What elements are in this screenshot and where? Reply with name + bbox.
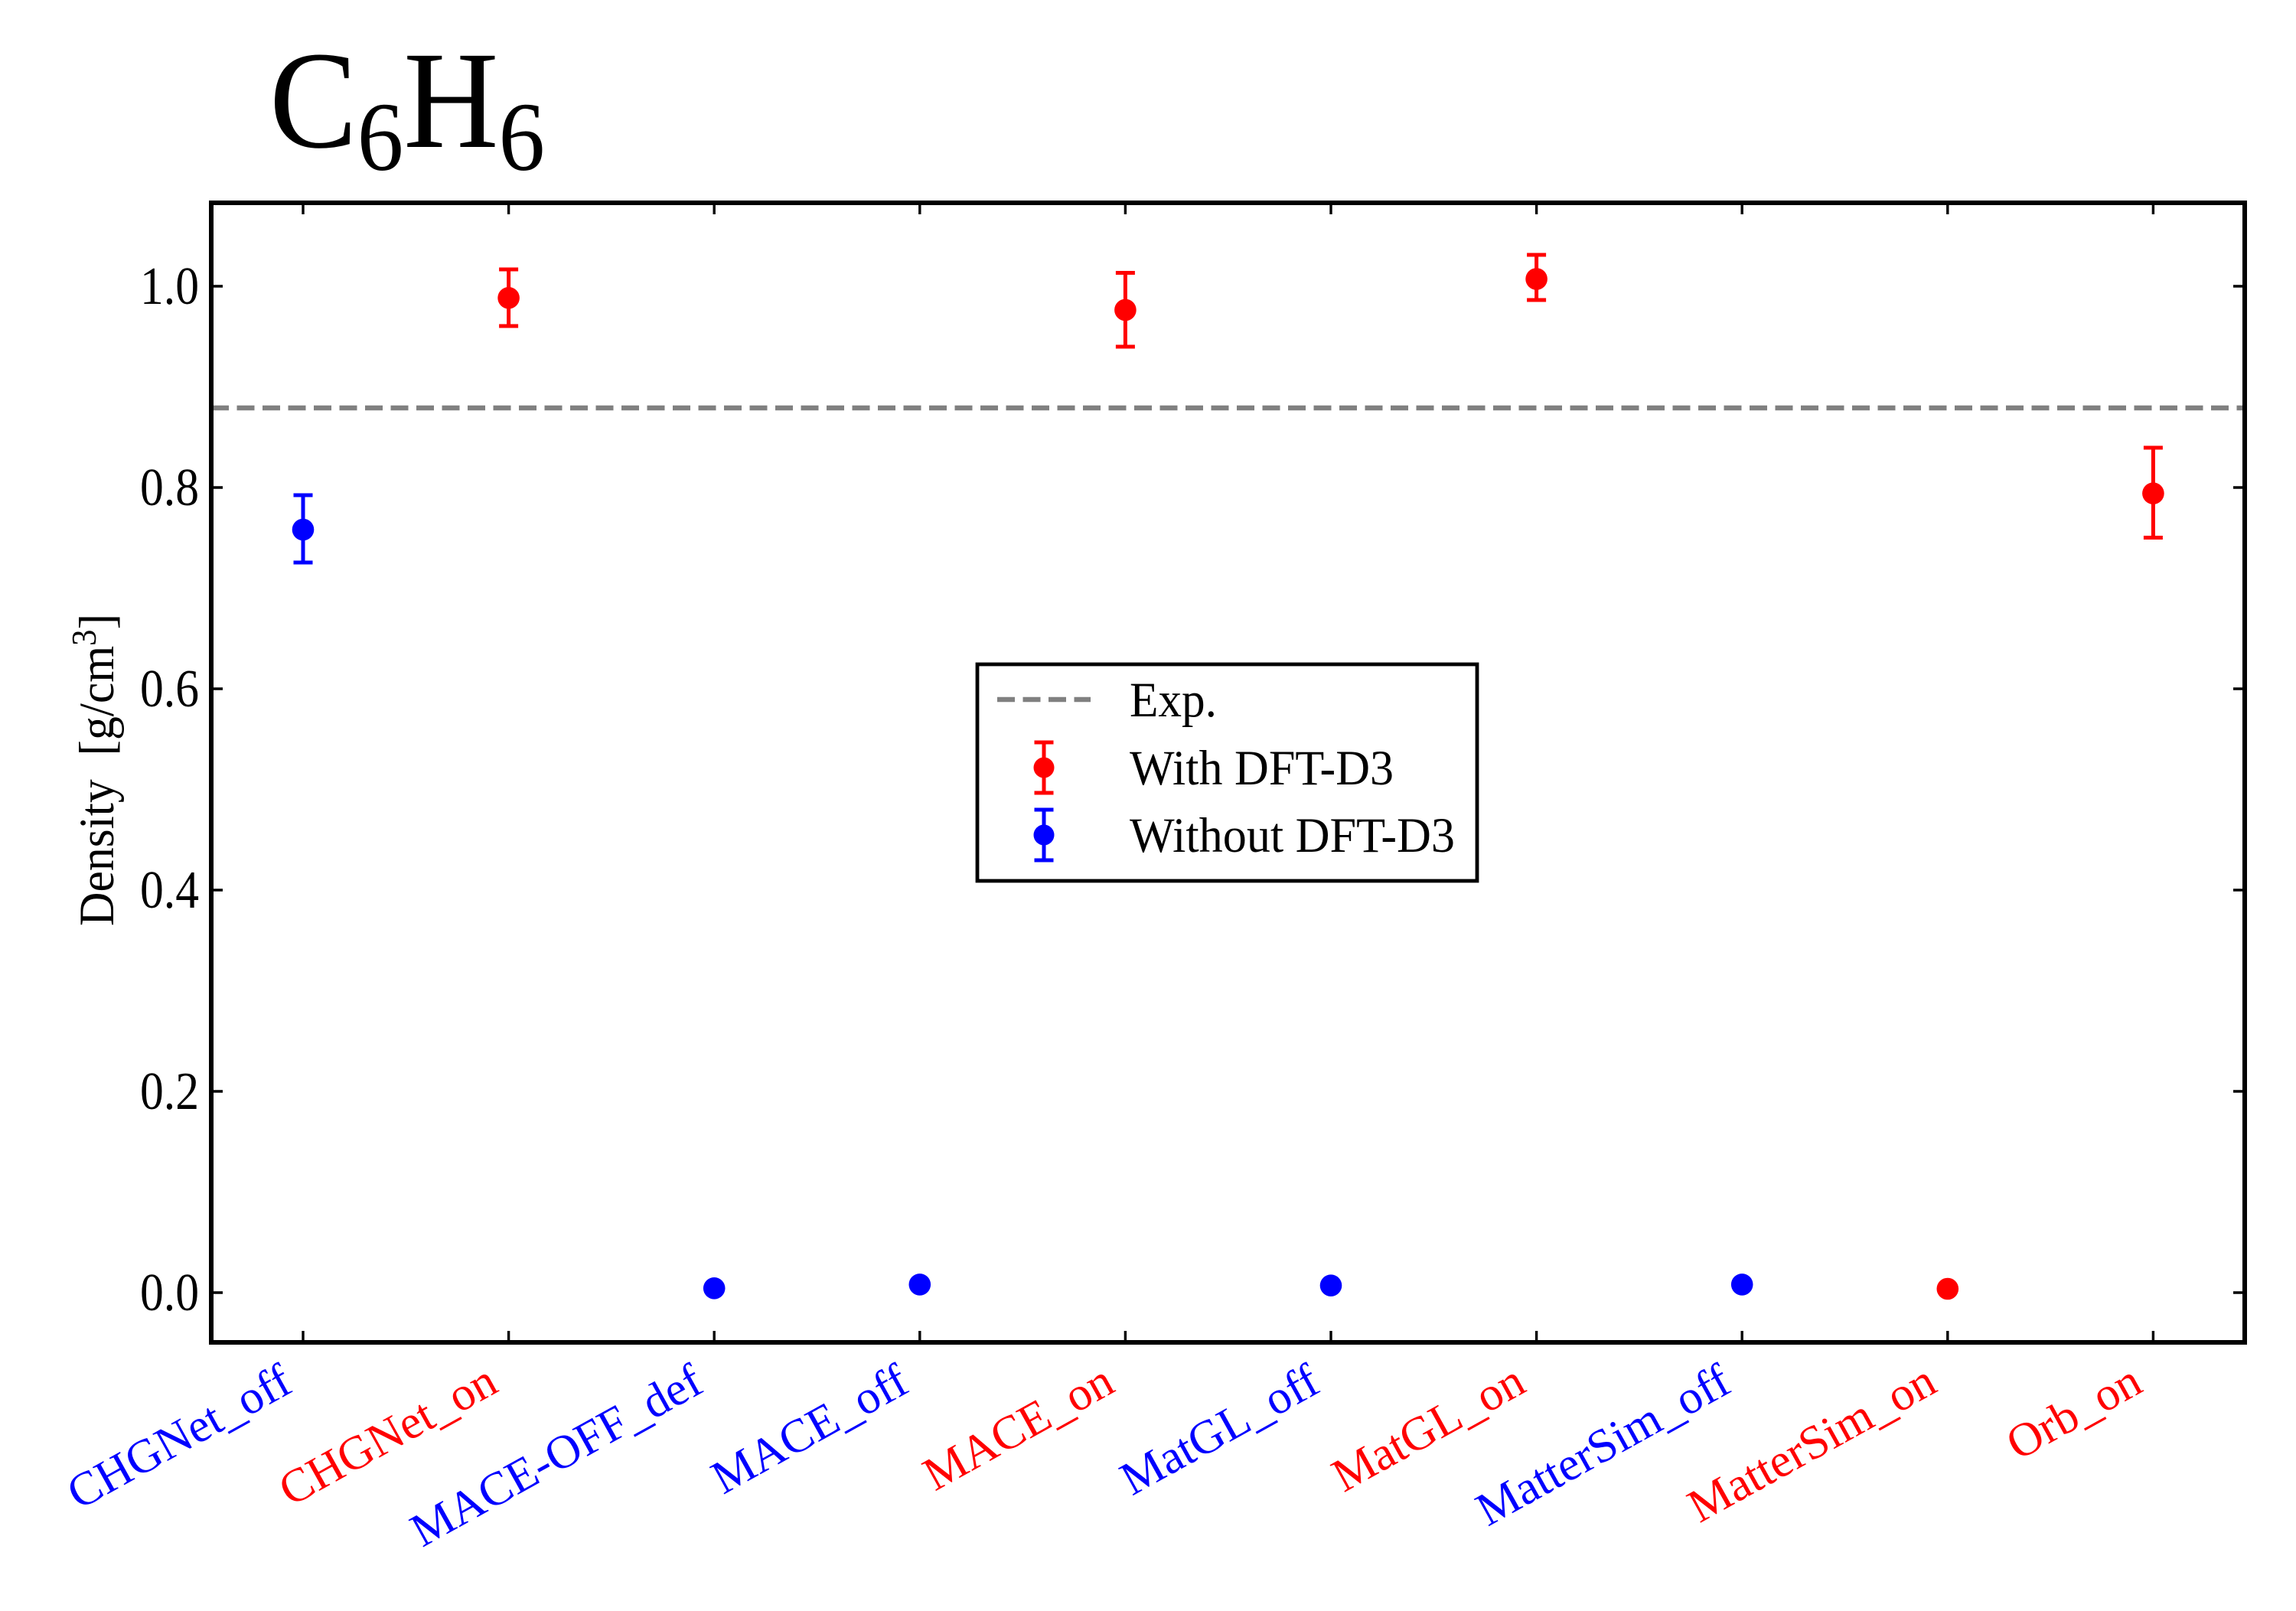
svg-text:Exp.: Exp. xyxy=(1130,673,1217,728)
svg-text:Without DFT-D3: Without DFT-D3 xyxy=(1130,808,1455,863)
svg-text:With DFT-D3: With DFT-D3 xyxy=(1130,741,1394,796)
svg-text:0.8: 0.8 xyxy=(140,458,199,517)
svg-text:0.6: 0.6 xyxy=(140,660,199,719)
svg-text:0.4: 0.4 xyxy=(140,861,199,920)
svg-text:0.2: 0.2 xyxy=(140,1062,199,1121)
svg-text:0.0: 0.0 xyxy=(140,1264,199,1322)
svg-text:1.0: 1.0 xyxy=(140,257,199,316)
svg-text:Density [g/cm3]: Density [g/cm3] xyxy=(65,614,125,926)
